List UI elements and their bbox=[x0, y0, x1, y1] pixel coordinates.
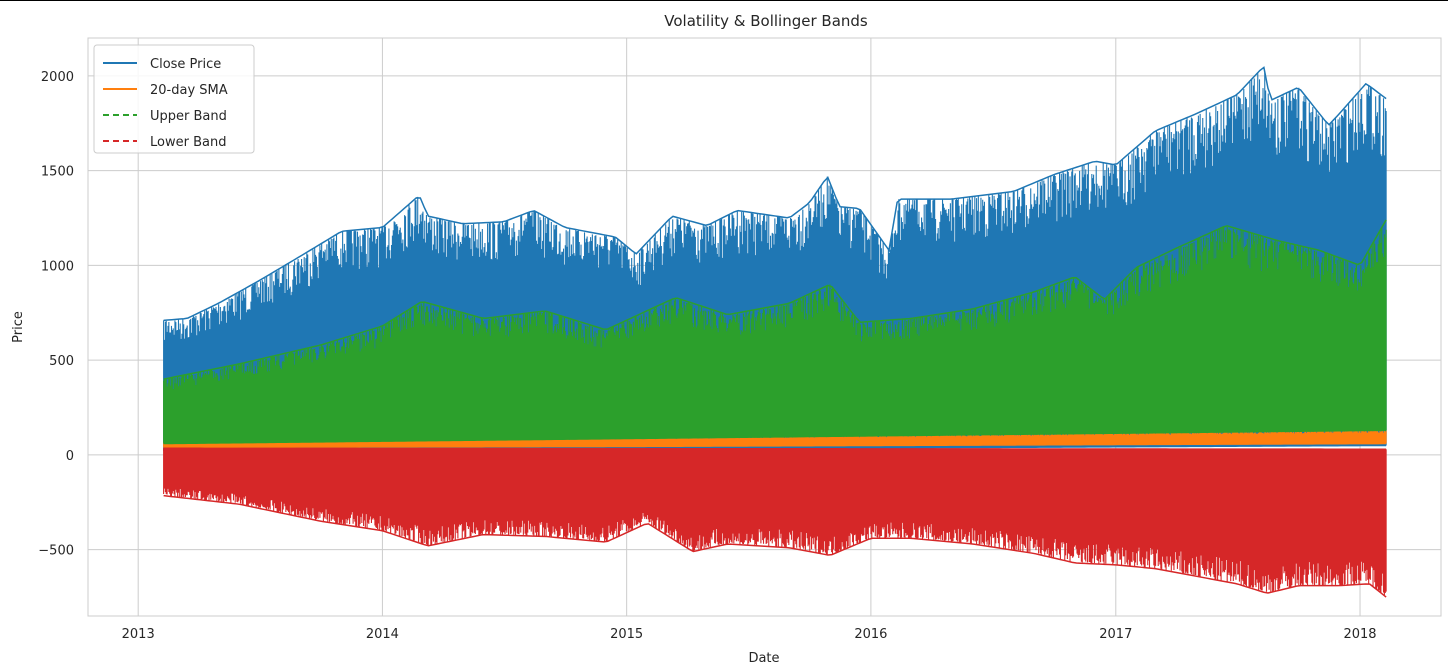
legend-label: Upper Band bbox=[150, 109, 227, 124]
series-upper-edge bbox=[163, 219, 1387, 380]
series-lower-edge bbox=[163, 442, 1387, 449]
y-tick-label: 500 bbox=[49, 354, 74, 369]
y-axis-label: Price bbox=[11, 311, 26, 343]
y-axis: −500 0 500 1000 1500 2000 bbox=[38, 70, 74, 559]
y-tick-label: 1000 bbox=[41, 259, 74, 274]
series-upper-edge bbox=[163, 66, 1387, 322]
series-lower-edge bbox=[163, 429, 1387, 445]
y-tick-label: 1500 bbox=[41, 165, 74, 180]
legend-frame bbox=[93, 44, 255, 154]
x-tick-label: 2017 bbox=[1099, 627, 1132, 642]
y-tick-label: 0 bbox=[66, 449, 74, 464]
x-tick-label: 2018 bbox=[1343, 627, 1376, 642]
series-band-strokes bbox=[163, 448, 1387, 595]
chart-title: Volatility & Bollinger Bands bbox=[664, 12, 868, 30]
legend: Close Price 20-day SMA Upper Band Lower Ban… bbox=[93, 44, 255, 154]
x-tick-label: 2015 bbox=[610, 627, 643, 642]
series-layer bbox=[163, 66, 1387, 598]
y-tick-label: −500 bbox=[38, 544, 74, 559]
series-lower-band bbox=[163, 447, 1387, 598]
series-upper-band bbox=[163, 219, 1387, 445]
legend-label: Lower Band bbox=[150, 135, 226, 150]
legend-label: Close Price bbox=[150, 57, 221, 72]
x-axis: 2013 2014 2015 2016 2017 2018 bbox=[122, 627, 1377, 642]
legend-label: 20-day SMA bbox=[150, 83, 228, 98]
series-upper-edge bbox=[163, 447, 1387, 450]
series-band-strokes bbox=[163, 430, 1387, 448]
x-tick-label: 2013 bbox=[122, 627, 155, 642]
y-tick-label: 2000 bbox=[41, 70, 74, 85]
x-tick-label: 2016 bbox=[854, 627, 887, 642]
x-tick-label: 2014 bbox=[366, 627, 399, 642]
series-band-strokes bbox=[163, 226, 1387, 444]
series-lower-edge bbox=[163, 494, 1387, 598]
x-axis-label: Date bbox=[748, 651, 779, 666]
